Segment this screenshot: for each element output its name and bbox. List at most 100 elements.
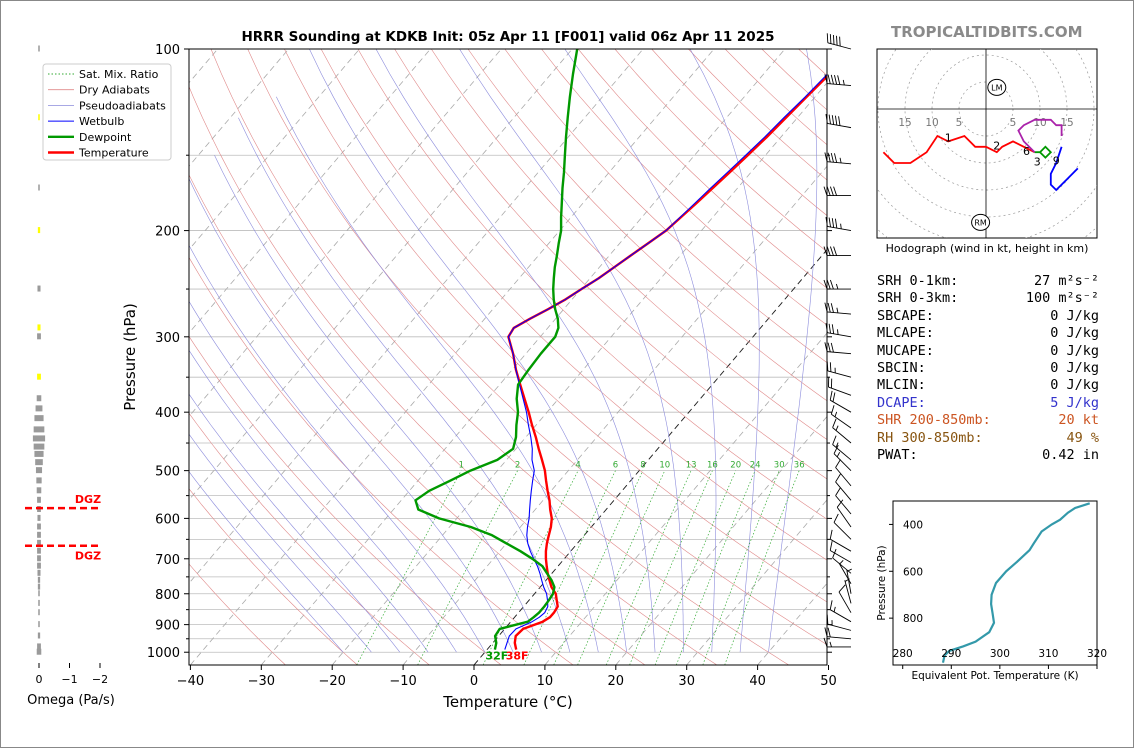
series-wetbulb — [505, 49, 852, 650]
skewt-axes: 32F38F1000900800700600500400300200100−40… — [147, 43, 837, 689]
mixing-ratio-label: 8 — [640, 461, 645, 471]
barb-shaft — [828, 371, 851, 377]
omega-bar — [37, 643, 41, 649]
y-tick-label: 500 — [155, 465, 180, 480]
omega-bar — [34, 426, 45, 432]
skewt-series — [416, 49, 854, 650]
barb-shaft — [827, 226, 851, 230]
barb-half — [837, 308, 838, 313]
barb-flag — [836, 459, 841, 467]
barb-flag — [831, 343, 833, 352]
stat-key: SBCIN: — [877, 360, 926, 377]
pseudoadiabat — [151, 231, 457, 653]
barb-half — [836, 426, 838, 431]
hodograph-height-label: 1 — [945, 131, 952, 144]
stat-key: RH 300-850mb: — [877, 430, 983, 447]
barb-shaft — [833, 445, 851, 460]
barb-flag — [839, 585, 845, 592]
barb-flag — [828, 153, 830, 162]
barb-flag — [832, 115, 833, 124]
wind-barb — [833, 436, 851, 460]
barb-flag — [829, 324, 830, 333]
stat-row: SRH 0-1km:27 m²s⁻² — [877, 273, 1099, 290]
stat-value: 0 J/kg — [1050, 343, 1099, 360]
mixing-ratio-label: 4 — [575, 461, 580, 471]
x-tick-label: −20 — [318, 674, 345, 689]
barb-flag — [827, 280, 830, 289]
stat-value: 100 m²s⁻² — [1026, 290, 1099, 307]
barb-flag — [829, 218, 830, 227]
barb-half — [836, 284, 838, 289]
thetae-x-tick-label: 320 — [1087, 648, 1107, 660]
wind-barb — [827, 362, 851, 378]
wind-barb — [825, 342, 851, 353]
barb-flag — [830, 362, 831, 371]
barb-flag — [834, 247, 837, 256]
barb-flag — [827, 33, 828, 42]
pseudoadiabat — [565, 49, 716, 652]
hodograph-caption: Hodograph (wind in kt, height in km) — [886, 242, 1089, 255]
legend-label: Temperature — [78, 147, 149, 160]
stat-value: 0 J/kg — [1050, 377, 1099, 394]
barb-half — [834, 607, 835, 612]
omega-bar — [37, 487, 42, 493]
wind-barb — [830, 541, 851, 562]
thetae-x-tick-label: 280 — [893, 648, 913, 660]
barb-shaft — [827, 312, 851, 314]
mixing-ratio-label: 2 — [515, 461, 520, 471]
stat-value: 0 J/kg — [1050, 360, 1099, 377]
pseudoadiabat — [376, 49, 655, 652]
barb-flag — [836, 474, 841, 482]
omega-bar — [38, 590, 40, 596]
legend-label: Dewpoint — [79, 131, 132, 144]
x-tick-label: −40 — [177, 674, 204, 689]
wind-barb — [826, 114, 851, 128]
legend-label: Dry Adiabats — [79, 84, 150, 97]
wind-barb — [830, 530, 851, 551]
stat-key: MLCIN: — [877, 377, 926, 394]
stat-row: DCAPE:5 J/kg — [877, 395, 1099, 412]
stat-value: 0 J/kg — [1050, 308, 1099, 325]
stat-value: 49 % — [1066, 430, 1099, 447]
barb-half — [830, 642, 832, 647]
y-tick-label: 1000 — [147, 646, 180, 661]
stat-value: 0.42 in — [1042, 447, 1099, 464]
dry-adiabat — [174, 49, 717, 665]
stat-row: MLCIN: 0 J/kg — [877, 377, 1099, 394]
mixing-ratio-label: 6 — [613, 461, 618, 471]
hodograph-ring-label: 15 — [898, 117, 911, 129]
surface-temperature-label: 38F — [506, 650, 529, 663]
barb-half — [837, 452, 839, 457]
barb-shaft — [831, 414, 851, 428]
omega-bar — [37, 497, 41, 503]
omega-axis-label: Omega (Pa/s) — [27, 693, 115, 708]
barb-half — [843, 80, 844, 85]
isotherm-line — [1, 49, 5, 665]
mixing-ratio-line — [725, 471, 800, 665]
barb-flag — [830, 34, 831, 43]
wind-barb — [830, 600, 851, 621]
y-tick-label: 600 — [155, 512, 180, 527]
legend-label: Sat. Mix. Ratio — [79, 68, 159, 81]
wind-barb — [834, 514, 851, 539]
barb-flag — [829, 115, 830, 124]
barb-flag — [835, 116, 836, 125]
y-tick-label: 800 — [155, 588, 180, 603]
omega-bar — [38, 114, 40, 120]
omega-bar — [37, 286, 40, 292]
legend-label: Pseudoadiabats — [79, 99, 166, 112]
omega-bar — [38, 600, 40, 606]
stat-value: 20 kt — [1058, 412, 1099, 429]
omega-bar — [37, 374, 41, 380]
stat-key: MLCAPE: — [877, 325, 934, 342]
barb-flag — [831, 303, 833, 312]
barb-shaft — [827, 352, 851, 354]
barb-flag — [839, 116, 840, 125]
barb-flag — [827, 362, 828, 371]
barb-shaft — [833, 428, 851, 443]
stat-row: SHR 200-850mb: 20 kt — [877, 412, 1099, 429]
hodograph-height-label: 6 — [1023, 145, 1030, 158]
stat-key: SHR 200-850mb: — [877, 412, 991, 429]
stat-row: SBCAPE:0 J/kg — [877, 308, 1099, 325]
